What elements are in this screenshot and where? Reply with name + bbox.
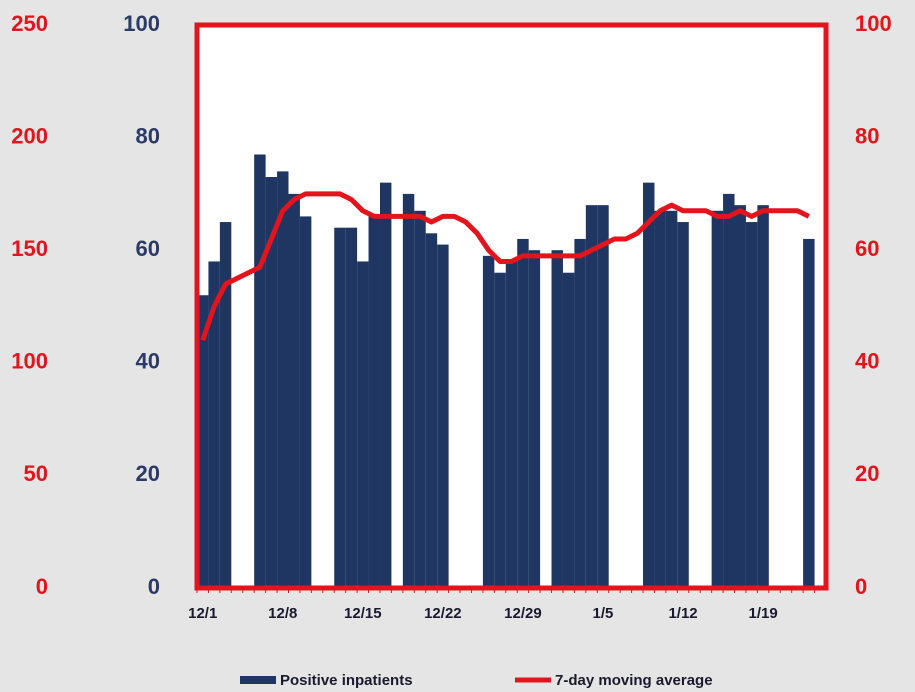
- bar: [425, 233, 438, 588]
- y-tick-label: 40: [136, 349, 160, 374]
- bar: [654, 210, 666, 589]
- x-tick-label: 12/8: [268, 605, 297, 622]
- legend-label: 7-day moving average: [555, 672, 713, 689]
- y-tick-label: 0: [855, 574, 867, 599]
- y-tick-label: 20: [136, 461, 160, 486]
- x-tick-label: 12/22: [424, 605, 462, 622]
- bar: [734, 205, 746, 588]
- line: [200, 191, 810, 342]
- x-tick-label: 1/19: [748, 605, 777, 622]
- y-tick-label: 60: [855, 236, 879, 261]
- y-tick-label: 60: [136, 236, 160, 261]
- bar: [574, 238, 586, 588]
- bar: [643, 182, 655, 588]
- y-tick-label: 40: [855, 349, 879, 374]
- bar: [414, 210, 426, 589]
- bar: [803, 238, 815, 588]
- y-tick-label: 100: [123, 11, 160, 36]
- y-tick-label: 200: [11, 123, 48, 148]
- bar: [219, 222, 232, 589]
- y-tick-label: 100: [855, 11, 892, 36]
- x-tick-label: 12/15: [344, 605, 382, 622]
- bar: [757, 205, 769, 588]
- bar: [299, 216, 312, 589]
- bar: [745, 222, 758, 589]
- bar: [585, 205, 598, 588]
- bar: [551, 250, 563, 588]
- bar: [197, 295, 209, 588]
- legend-label: Positive inpatients: [280, 672, 413, 689]
- y-tick-label: 80: [136, 123, 160, 148]
- bar: [505, 261, 518, 588]
- bar: [723, 193, 735, 588]
- y-tick-label: 50: [24, 461, 48, 486]
- bar: [379, 182, 392, 588]
- bar: [711, 210, 724, 589]
- bar: [345, 227, 358, 588]
- bar: [517, 238, 529, 588]
- bar: [277, 171, 289, 588]
- x-tick-label: 12/29: [504, 605, 542, 622]
- y-tick-label: 150: [11, 236, 48, 261]
- y-tick-label: 250: [11, 11, 48, 36]
- plot-frame: [194, 22, 829, 591]
- bar: [494, 272, 506, 588]
- bar: [665, 210, 678, 589]
- bar: [562, 272, 575, 588]
- bar: [402, 193, 415, 588]
- x-tick-label: 1/12: [668, 605, 697, 622]
- x-tick-label: 12/1: [188, 605, 217, 622]
- x-tick-label: 1/5: [593, 605, 614, 622]
- bar: [437, 244, 449, 588]
- bar: [368, 216, 380, 589]
- bar: [528, 250, 541, 588]
- bar: [288, 193, 300, 588]
- y-tick-label: 80: [855, 123, 879, 148]
- y-tick-label: 100: [11, 349, 48, 374]
- bar: [254, 154, 266, 589]
- bar: [334, 227, 346, 588]
- bar: [357, 261, 369, 588]
- y-tick-label: 20: [855, 461, 879, 486]
- bar: [597, 205, 609, 588]
- bar: [208, 261, 220, 588]
- bar: [677, 222, 689, 589]
- y-tick-label: 0: [36, 574, 48, 599]
- legend-swatch: [240, 676, 276, 684]
- bar: [482, 255, 495, 588]
- bar: [265, 177, 278, 588]
- y-tick-label: 0: [148, 574, 160, 599]
